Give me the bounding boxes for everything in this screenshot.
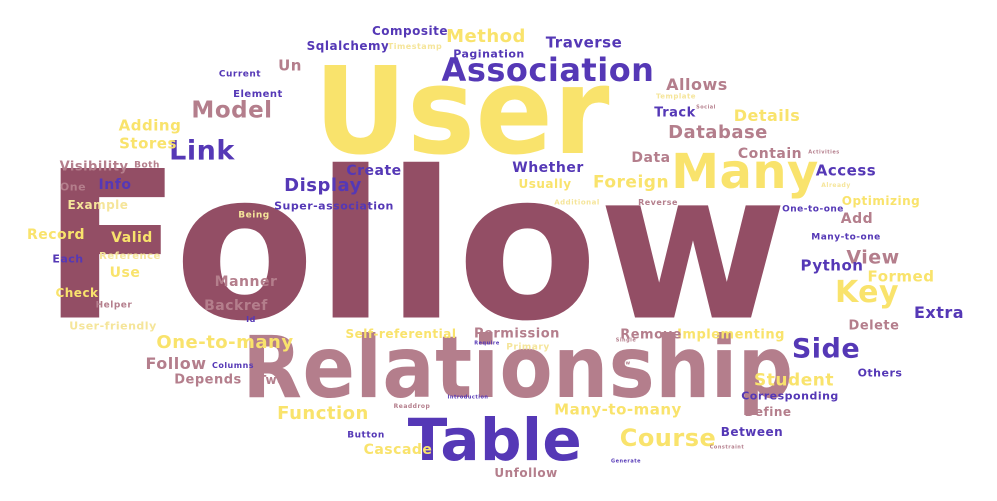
word-many-to-one: Many-to-one <box>811 232 881 243</box>
word-visibility: Visibility <box>59 159 129 175</box>
word-association: Association <box>441 51 655 89</box>
word-between: Between <box>720 425 784 439</box>
word-self-referential: Self-referential <box>345 327 457 341</box>
word-use: Use <box>109 265 141 281</box>
word-example: Example <box>67 198 129 212</box>
word-pagination: Pagination <box>453 47 525 61</box>
word-formed: Formed <box>867 267 935 286</box>
word-stores: Stores <box>119 134 177 153</box>
word-helper: Helper <box>95 300 133 311</box>
word-follow: Follow <box>145 354 207 373</box>
word-super-association: Super-association <box>274 199 394 213</box>
word-relationship: Relationship <box>242 318 794 418</box>
word-python: Python <box>800 256 864 275</box>
word-social: Social <box>696 104 716 111</box>
word-columns: Columns <box>211 361 255 370</box>
word-key: Key <box>834 275 900 310</box>
word-both: Both <box>134 160 160 171</box>
word-backref: Backref <box>204 298 268 314</box>
word-table: Table <box>407 406 583 474</box>
word-manner: Manner <box>214 274 278 290</box>
word-allows: Allows <box>666 75 728 94</box>
word-template: Template <box>655 92 697 101</box>
word-others: Others <box>857 366 903 380</box>
word-database: Database <box>668 122 768 143</box>
word-traverse: Traverse <box>545 33 623 52</box>
word-additional: Additional <box>554 198 600 207</box>
word-user-friendly: User-friendly <box>69 319 157 333</box>
word-readdrop: Readdrop <box>393 403 431 410</box>
word-remove: Remove <box>620 327 682 343</box>
word-contain: Contain <box>737 146 803 162</box>
word-unfollow: Unfollow <box>494 466 558 480</box>
word-info: Info <box>98 177 132 193</box>
word-un: Un <box>278 56 302 75</box>
word-method: Method <box>446 26 526 47</box>
word-each: Each <box>52 252 84 266</box>
word-permission: Permission <box>474 326 560 342</box>
word-constraint: Constraint <box>709 444 745 451</box>
word-already: Already <box>821 182 851 189</box>
word-button: Button <box>347 430 385 441</box>
word-sqlalchemy: Sqlalchemy <box>306 39 390 53</box>
word-whether: Whether <box>512 160 584 176</box>
word-optimizing: Optimizing <box>841 194 921 208</box>
word-one-to-one: One-to-one <box>782 204 844 215</box>
word-valid: Valid <box>111 230 153 246</box>
word-activities: Activities <box>808 149 840 156</box>
word-many: Many <box>671 144 819 200</box>
word-user: User <box>314 43 610 182</box>
word-implementing: Implementing <box>677 327 785 343</box>
word-record: Record <box>26 227 86 243</box>
word-display: Display <box>284 175 362 196</box>
word-details: Details <box>733 106 801 125</box>
word-corresponding: Corresponding <box>741 389 839 403</box>
word-reverse: Reverse <box>638 198 678 207</box>
word-extra: Extra <box>913 303 965 322</box>
word-add: Add <box>840 211 874 227</box>
word-depends: Depends <box>174 372 242 388</box>
word-id: Id <box>246 315 256 324</box>
word-check: Check <box>55 286 99 300</box>
word-introduction: Introduction <box>447 394 489 401</box>
word-composite: Composite <box>371 24 449 38</box>
word-track: Track <box>654 105 696 121</box>
word-being: Being <box>238 210 270 221</box>
word-generate: Generate <box>610 458 642 465</box>
word-single: Single <box>615 337 637 344</box>
word-follow: Follow <box>41 128 789 367</box>
word-one-to-many: One-to-many <box>156 332 294 353</box>
word-side: Side <box>791 333 861 365</box>
word-access: Access <box>815 161 877 180</box>
word-current: Current <box>218 69 262 80</box>
word-cascade: Cascade <box>363 442 433 458</box>
word-many-to-many: Many-to-many <box>554 400 682 419</box>
word-primary: Primary <box>506 342 550 353</box>
word-data: Data <box>631 150 671 166</box>
word-course: Course <box>619 424 717 452</box>
word-delete: Delete <box>848 318 900 334</box>
word-element: Element <box>233 89 283 100</box>
word-show: Show <box>613 360 631 367</box>
word-link: Link <box>169 135 235 167</box>
word-view: View <box>846 246 900 269</box>
word-two: Two <box>258 373 286 387</box>
word-create: Create <box>346 163 402 179</box>
word-reference: Reference <box>99 251 161 262</box>
word-student: Student <box>754 370 834 391</box>
word-usually: Usually <box>518 177 572 191</box>
word-function: Function <box>277 403 369 424</box>
word-adding: Adding <box>118 116 182 135</box>
word-foreign: Foreign <box>592 172 670 193</box>
word-timestamp: Timestamp <box>387 42 443 51</box>
word-define: Define <box>744 405 792 419</box>
word-model: Model <box>191 97 273 124</box>
word-one: One <box>59 180 87 194</box>
word-require: Require <box>474 340 500 347</box>
